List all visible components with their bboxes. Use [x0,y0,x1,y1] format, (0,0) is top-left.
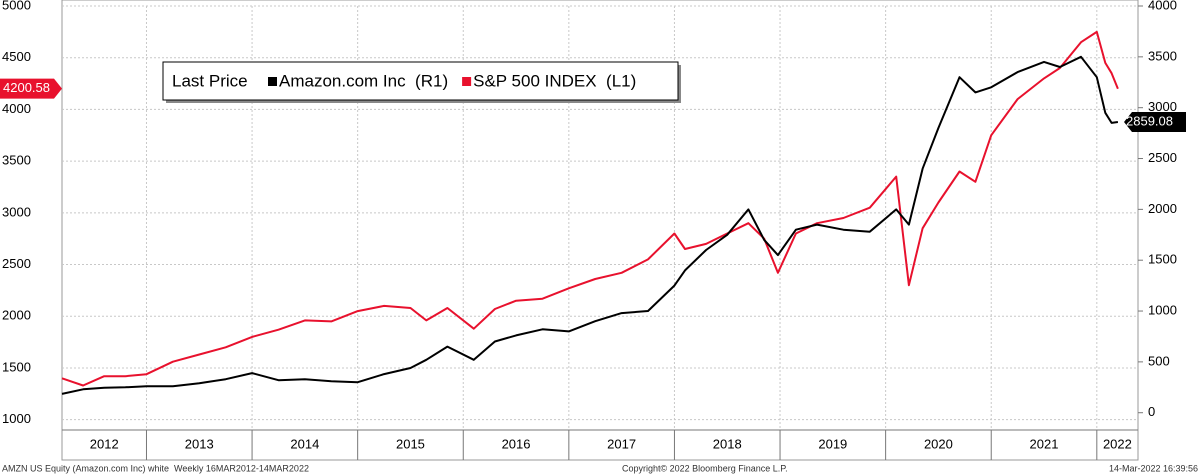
footer-left: AMZN US Equity (Amazon.com Inc) white We… [2,463,309,473]
footer-center: Copyright© 2022 Bloomberg Finance L.P. [622,463,788,473]
footer-right: 14-Mar-2022 16:39:56 [1109,463,1198,473]
plot-frame [61,0,1139,461]
y-tick-label: 1500 [2,359,31,374]
y-tick-label: 2500 [2,256,31,271]
y2-tick-label: 1500 [1148,252,1177,267]
x-tick-label: 2016 [502,436,531,451]
last-value-tag [0,78,62,99]
y-tick-label: 2000 [2,308,31,323]
x-tick-label: 2019 [818,436,847,451]
x-tick-label: 2017 [607,436,636,451]
legend: Last Price Amazon.com Inc (R1) S&P 500 IND… [162,61,681,103]
x-tick-label: 2014 [290,436,319,451]
x-tick-label: 2021 [1030,436,1059,451]
legend-swatch [462,77,472,86]
legend-swatch [268,77,277,86]
y-tick-label: 4500 [2,49,31,64]
legend-box [162,61,679,101]
last-value-label: 2859.08 [1126,113,1173,128]
y2-tick-label: 3500 [1148,48,1177,63]
x-tick-label: 2015 [396,436,425,451]
y2-tick-label: 1000 [1148,302,1177,317]
y2-tick-label: 500 [1148,353,1170,368]
y-tick-label: 3000 [2,204,31,219]
legend-title: Last Price [172,71,248,90]
y-tick-label: 3500 [2,153,31,168]
x-tick-label: 2020 [924,436,953,451]
legend-label: Amazon.com Inc (R1) [279,71,448,90]
y2-tick-label: 2000 [1148,201,1177,216]
y-tick-label: 4000 [2,101,31,116]
x-tick-label: 2018 [713,436,742,451]
series-line [61,30,1119,387]
legend-label: S&P 500 INDEX (L1) [473,71,636,90]
last-value-label: 4200.58 [3,80,50,95]
y2-tick-label: 2500 [1148,150,1177,165]
y2-tick-label: 0 [1148,404,1155,419]
x-tick-label: 2013 [185,436,214,451]
last-value-tag [1124,112,1186,133]
x-tick-label: 2012 [90,436,119,451]
y-tick-label: 5000 [2,0,31,12]
series-line [61,55,1119,395]
y-tick-label: 1000 [2,411,31,426]
x-tick-label: 2022 [1103,436,1132,451]
y2-tick-label: 4000 [1148,0,1177,12]
y2-tick-label: 3000 [1148,99,1177,114]
